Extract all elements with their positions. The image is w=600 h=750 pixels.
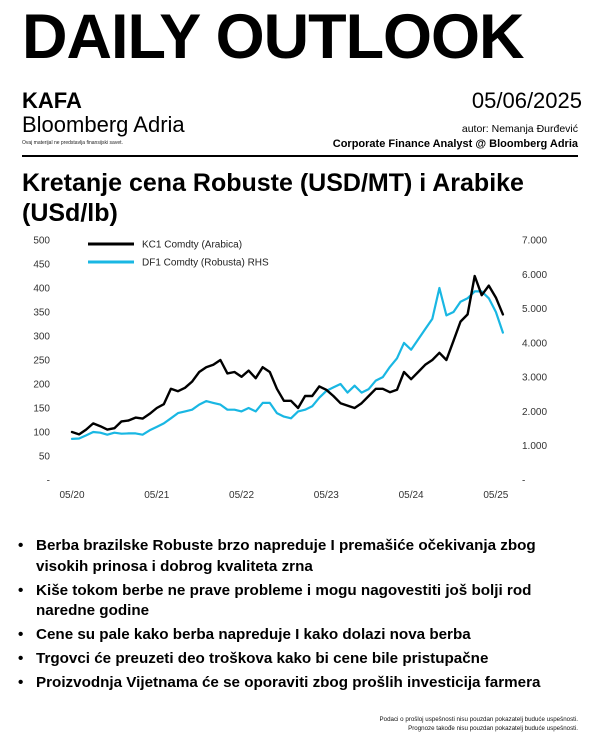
x-tick-label: 05/22 [229,490,254,501]
bullet-list: • Berba brazilske Robuste brzo napreduje … [18,536,588,697]
bullet-marker: • [18,650,24,667]
y-right-tick-label: 3.000 [522,373,547,384]
header-divider [22,155,578,157]
org-name: Bloomberg Adria [22,112,185,137]
report-title: DAILY OUTLOOK [22,2,525,72]
footer-disclaimer: Podaci o prošloj uspešnosti nisu pouzdan… [380,716,578,733]
bullet-text: Cene su pale kako berba napreduje I kako… [36,626,471,643]
x-tick-label: 05/24 [399,490,424,501]
y-right-tick-label: 1.000 [522,441,547,452]
y-left-tick-label: 200 [33,380,50,391]
bullet-text: Berba brazilske Robuste brzo napreduje I… [36,537,536,575]
y-right-tick-label: 4.000 [522,338,547,349]
bullet-item: • Kiše tokom berbe ne prave probleme i mo… [18,581,588,622]
y-left-tick-label: 50 [39,452,51,463]
y-right-tick-label: 7.000 [522,236,547,247]
y-right-tick-label: 6.000 [522,270,547,281]
bullet-text: Trgovci će preuzeti deo troškova kako bi… [36,650,489,667]
y-left-tick-label: 500 [33,236,50,247]
bullet-marker: • [18,537,24,554]
y-left-tick-label: 400 [33,284,50,295]
legend-label: DF1 Comdty (Robusta) RHS [142,258,269,269]
chart-title: Kretanje cena Robuste (USD/MT) i Arabike… [22,169,524,227]
y-left-tick-label: 250 [33,356,50,367]
y-left-tick-label: 300 [33,332,50,343]
author-role: Corporate Finance Analyst @ Bloomberg Ad… [332,138,578,150]
y-right-tick-label: - [522,476,525,487]
topic-label: KAFA [22,88,82,113]
author-line: autor: Nemanja Đurđević [461,123,578,135]
x-tick-label: 05/25 [483,490,508,501]
bullet-marker: • [18,626,24,643]
bullet-item: • Cene su pale kako berba napreduje I kak… [18,625,588,646]
x-tick-label: 05/21 [144,490,169,501]
report-date: 05/06/2025 [471,88,582,113]
x-tick-label: 05/20 [59,490,84,501]
top-disclaimer: Ovaj materijal ne predstavlja finansijsk… [22,140,123,146]
price-chart: - 50 100 150 200 250 300 350 400 450 500 - 1.000 2.00… [33,236,547,502]
y-left-tick-label: 150 [33,404,50,415]
y-left-tick-label: 100 [33,428,50,439]
y-right-tick-label: 2.000 [522,407,547,418]
footer-line-1: Podaci o prošloj uspešnosti nisu pouzdan… [379,716,578,723]
bullet-marker: • [18,674,24,691]
bullet-item: • Proizvodnja Vijetnama će se oporaviti z… [18,673,588,694]
y-left-tick-label: - [47,476,50,487]
robusta-series-line [70,286,504,440]
bullet-text: Proizvodnja Vijetnama će se oporaviti zb… [36,674,541,691]
bullet-item: • Berba brazilske Robuste brzo napreduje … [18,536,588,577]
bullet-text: Kiše tokom berbe ne prave probleme i mog… [36,581,532,620]
x-tick-label: 05/23 [314,490,339,501]
y-left-tick-label: 450 [33,260,50,271]
bullet-marker: • [18,581,24,599]
footer-line-2: Prognoze takođe nisu pouzdan pokazatelj … [408,724,578,732]
arabica-series-line [70,274,505,436]
bullet-item: • Trgovci će preuzeti deo troškova kako b… [18,649,588,670]
y-right-tick-label: 5.000 [522,304,547,315]
y-left-tick-label: 350 [33,308,50,319]
legend-label: KC1 Comdty (Arabica) [142,240,242,251]
